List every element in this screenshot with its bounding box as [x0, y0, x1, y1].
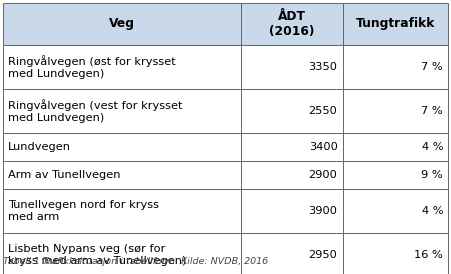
Text: 9 %: 9 %	[421, 170, 443, 180]
Text: 3350: 3350	[308, 62, 337, 72]
Bar	[343, 45, 448, 89]
Text: 4 %: 4 %	[422, 142, 443, 152]
Bar	[3, 3, 241, 45]
Bar	[241, 45, 343, 89]
Text: 16 %: 16 %	[414, 250, 443, 260]
Bar	[241, 133, 343, 161]
Text: ÅDT
(2016): ÅDT (2016)	[269, 10, 314, 39]
Bar	[241, 233, 343, 274]
Bar	[3, 133, 241, 161]
Bar	[343, 133, 448, 161]
Text: Veg: Veg	[109, 18, 135, 30]
Text: Tungtrafikk: Tungtrafikk	[355, 18, 435, 30]
Text: Tunellvegen nord for kryss
med arm: Tunellvegen nord for kryss med arm	[8, 200, 159, 222]
Bar	[3, 45, 241, 89]
Text: Lundvegen: Lundvegen	[8, 142, 71, 152]
Text: 7 %: 7 %	[421, 106, 443, 116]
Text: 7 %: 7 %	[421, 62, 443, 72]
Bar	[3, 161, 241, 189]
Text: Ringvålvegen (øst for krysset
med Lundvegen): Ringvålvegen (øst for krysset med Lundve…	[8, 55, 176, 79]
Text: 3900: 3900	[308, 206, 337, 216]
Bar	[343, 233, 448, 274]
Bar	[241, 161, 343, 189]
Bar	[343, 3, 448, 45]
Text: Arm av Tunellvegen: Arm av Tunellvegen	[8, 170, 120, 180]
Bar	[3, 233, 241, 274]
Text: 4 %: 4 %	[422, 206, 443, 216]
Bar	[3, 89, 241, 133]
Bar	[241, 3, 343, 45]
Bar	[3, 189, 241, 233]
Text: 3400: 3400	[308, 142, 337, 152]
Text: 2900: 2900	[308, 170, 337, 180]
Bar	[343, 89, 448, 133]
Text: 2550: 2550	[308, 106, 337, 116]
Bar	[241, 89, 343, 133]
Bar	[241, 189, 343, 233]
Text: Lisbeth Nypans veg (sør for
kryss med arm av Tunellvegen): Lisbeth Nypans veg (sør for kryss med ar…	[8, 244, 186, 266]
Bar	[343, 189, 448, 233]
Bar	[343, 161, 448, 189]
Text: 2950: 2950	[308, 250, 337, 260]
Text: Ringvålvegen (vest for krysset
med Lundvegen): Ringvålvegen (vest for krysset med Lundv…	[8, 99, 183, 123]
Text: Tabell 1 Trafikksituasjon i tabellform. Kilde: NVDB, 2016: Tabell 1 Trafikksituasjon i tabellform. …	[3, 257, 268, 266]
